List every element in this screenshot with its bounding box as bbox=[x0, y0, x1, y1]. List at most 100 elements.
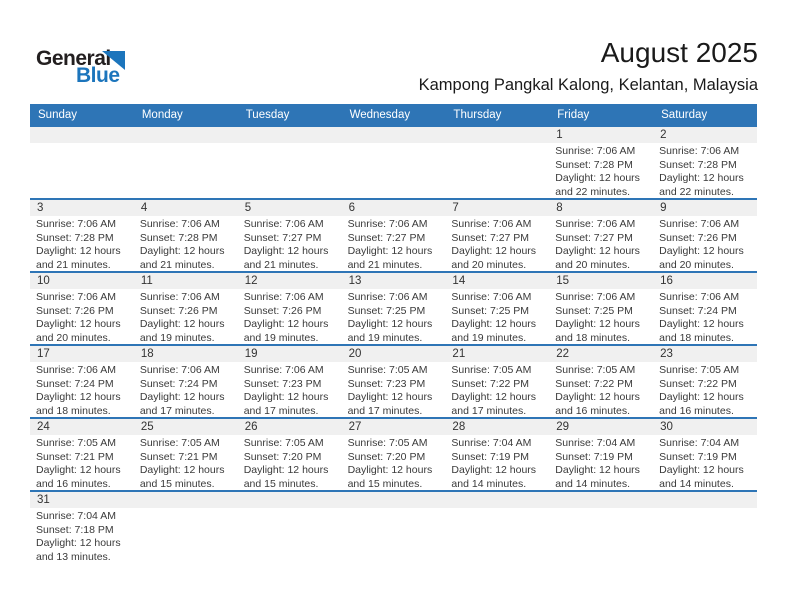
daylight-text-line2: and 20 minutes. bbox=[451, 258, 527, 271]
weekday-header-wednesday: Wednesday bbox=[349, 109, 411, 121]
day-number: 11 bbox=[133, 273, 238, 289]
daylight-text-line2: and 22 minutes. bbox=[555, 185, 630, 198]
day-details: Sunrise: 7:06 AM Sunset: 7:24 PM Daylight:… bbox=[30, 362, 134, 417]
daylight-text-line1: Daylight: 12 hours bbox=[659, 172, 744, 185]
daylight-text-line2: and 21 minutes. bbox=[139, 258, 215, 271]
day-number: 15 bbox=[549, 273, 654, 289]
day-details: Sunrise: 7:06 AM Sunset: 7:25 PM Daylight:… bbox=[342, 289, 446, 344]
sunset-text: Sunset: 7:21 PM bbox=[139, 450, 218, 463]
day-cell-empty bbox=[30, 127, 134, 198]
day-number: 9 bbox=[653, 200, 757, 216]
day-number: 16 bbox=[653, 273, 757, 289]
daylight-text-line1: Daylight: 12 hours bbox=[451, 464, 537, 477]
day-details: Sunrise: 7:06 AM Sunset: 7:28 PM Daylight:… bbox=[134, 216, 238, 271]
daylight-text-line1: Daylight: 12 hours bbox=[555, 245, 640, 258]
sunset-text: Sunset: 7:19 PM bbox=[451, 450, 530, 463]
sunrise-text: Sunrise: 7:06 AM bbox=[347, 218, 428, 230]
day-details: Sunrise: 7:04 AM Sunset: 7:19 PM Daylight:… bbox=[653, 435, 757, 490]
day-cell-23: 23 Sunrise: 7:05 AM Sunset: 7:22 PM Dayligh… bbox=[653, 346, 757, 417]
calendar: Sunday Monday Tuesday Wednesday Thursday Frid… bbox=[30, 104, 757, 565]
day-details: Sunrise: 7:04 AM Sunset: 7:19 PM Daylight:… bbox=[549, 435, 653, 490]
sunrise-text: Sunrise: 7:06 AM bbox=[451, 218, 532, 230]
sunrise-text: Sunrise: 7:06 AM bbox=[555, 291, 636, 303]
day-cell-20: 20 Sunrise: 7:05 AM Sunset: 7:23 PM Dayligh… bbox=[341, 346, 446, 417]
day-details: Sunrise: 7:05 AM Sunset: 7:20 PM Daylight:… bbox=[238, 435, 342, 490]
sunset-text: Sunset: 7:25 PM bbox=[451, 304, 530, 317]
day-band-empty bbox=[445, 492, 550, 508]
sunset-text: Sunset: 7:22 PM bbox=[659, 377, 737, 390]
sunrise-text: Sunrise: 7:05 AM bbox=[36, 437, 116, 449]
day-cell-26: 26 Sunrise: 7:05 AM Sunset: 7:20 PM Dayligh… bbox=[237, 419, 342, 490]
calendar-week-row: 10 Sunrise: 7:06 AM Sunset: 7:26 PM Dayligh… bbox=[30, 273, 757, 346]
daylight-text-line2: and 19 minutes. bbox=[243, 331, 319, 344]
day-details: Sunrise: 7:05 AM Sunset: 7:21 PM Daylight:… bbox=[30, 435, 134, 490]
daylight-text-line1: Daylight: 12 hours bbox=[347, 391, 433, 404]
calendar-week-row: 3 Sunrise: 7:06 AM Sunset: 7:28 PM Daylight… bbox=[30, 200, 757, 273]
daylight-text-line2: and 21 minutes. bbox=[347, 258, 423, 271]
sunset-text: Sunset: 7:26 PM bbox=[243, 304, 322, 317]
daylight-text-line2: and 13 minutes. bbox=[36, 550, 111, 563]
daylight-text-line2: and 18 minutes. bbox=[36, 404, 111, 417]
sunrise-text: Sunrise: 7:05 AM bbox=[659, 364, 740, 376]
day-details: Sunrise: 7:06 AM Sunset: 7:27 PM Daylight:… bbox=[549, 216, 653, 271]
day-cell-13: 13 Sunrise: 7:06 AM Sunset: 7:25 PM Dayligh… bbox=[341, 273, 446, 344]
day-number: 30 bbox=[653, 419, 757, 435]
day-number: 17 bbox=[30, 346, 134, 362]
sunrise-text: Sunrise: 7:05 AM bbox=[139, 437, 220, 449]
day-band-empty bbox=[237, 492, 342, 508]
day-details: Sunrise: 7:05 AM Sunset: 7:22 PM Daylight:… bbox=[549, 362, 653, 417]
daylight-text-line1: Daylight: 12 hours bbox=[451, 391, 537, 404]
day-number: 10 bbox=[30, 273, 134, 289]
day-number: 31 bbox=[30, 492, 134, 508]
daylight-text-line2: and 16 minutes. bbox=[36, 477, 111, 490]
daylight-text-line2: and 14 minutes. bbox=[555, 477, 630, 490]
daylight-text-line1: Daylight: 12 hours bbox=[243, 391, 329, 404]
daylight-text-line2: and 20 minutes. bbox=[36, 331, 111, 344]
day-cell-15: 15 Sunrise: 7:06 AM Sunset: 7:25 PM Dayligh… bbox=[549, 273, 654, 344]
day-details: Sunrise: 7:06 AM Sunset: 7:24 PM Daylight:… bbox=[653, 289, 757, 344]
calendar-week-row: 24 Sunrise: 7:05 AM Sunset: 7:21 PM Dayligh… bbox=[30, 419, 757, 492]
day-cell-empty bbox=[133, 127, 238, 198]
sunset-text: Sunset: 7:23 PM bbox=[243, 377, 322, 390]
daylight-text-line2: and 21 minutes. bbox=[243, 258, 319, 271]
day-cell-31: 31 Sunrise: 7:04 AM Sunset: 7:18 PM Dayligh… bbox=[30, 492, 134, 565]
day-cell-7: 7 Sunrise: 7:06 AM Sunset: 7:27 PM Daylight… bbox=[445, 200, 550, 271]
day-cell-8: 8 Sunrise: 7:06 AM Sunset: 7:27 PM Daylight… bbox=[549, 200, 654, 271]
daylight-text-line1: Daylight: 12 hours bbox=[555, 464, 640, 477]
day-number: 5 bbox=[237, 200, 342, 216]
day-number: 13 bbox=[341, 273, 446, 289]
day-details: Sunrise: 7:06 AM Sunset: 7:27 PM Daylight:… bbox=[238, 216, 342, 271]
calendar-week-row: 17 Sunrise: 7:06 AM Sunset: 7:24 PM Dayligh… bbox=[30, 346, 757, 419]
sunset-text: Sunset: 7:26 PM bbox=[659, 231, 737, 244]
sunset-text: Sunset: 7:28 PM bbox=[555, 158, 633, 171]
daylight-text-line2: and 20 minutes. bbox=[659, 258, 734, 271]
sunset-text: Sunset: 7:25 PM bbox=[347, 304, 426, 317]
sunrise-text: Sunrise: 7:06 AM bbox=[659, 218, 740, 230]
day-cell-25: 25 Sunrise: 7:05 AM Sunset: 7:21 PM Dayligh… bbox=[133, 419, 238, 490]
sunset-text: Sunset: 7:28 PM bbox=[139, 231, 218, 244]
daylight-text-line1: Daylight: 12 hours bbox=[347, 318, 433, 331]
sunrise-text: Sunrise: 7:06 AM bbox=[451, 291, 532, 303]
daylight-text-line2: and 17 minutes. bbox=[243, 404, 319, 417]
sunrise-text: Sunrise: 7:05 AM bbox=[555, 364, 636, 376]
day-cell-9: 9 Sunrise: 7:06 AM Sunset: 7:26 PM Daylight… bbox=[653, 200, 757, 271]
sunset-text: Sunset: 7:26 PM bbox=[139, 304, 218, 317]
day-cell-empty bbox=[653, 492, 757, 565]
day-details: Sunrise: 7:06 AM Sunset: 7:26 PM Daylight:… bbox=[134, 289, 238, 344]
weekday-header-tuesday: Tuesday bbox=[245, 109, 290, 121]
day-cell-empty bbox=[237, 127, 342, 198]
daylight-text-line1: Daylight: 12 hours bbox=[243, 464, 329, 477]
sunset-text: Sunset: 7:22 PM bbox=[555, 377, 633, 390]
day-cell-14: 14 Sunrise: 7:06 AM Sunset: 7:25 PM Dayligh… bbox=[445, 273, 550, 344]
daylight-text-line2: and 18 minutes. bbox=[555, 331, 630, 344]
daylight-text-line2: and 18 minutes. bbox=[659, 331, 734, 344]
day-number: 29 bbox=[549, 419, 654, 435]
day-number: 19 bbox=[237, 346, 342, 362]
sunrise-text: Sunrise: 7:05 AM bbox=[347, 437, 428, 449]
daylight-text-line2: and 17 minutes. bbox=[451, 404, 527, 417]
sunset-text: Sunset: 7:22 PM bbox=[451, 377, 530, 390]
day-cell-empty bbox=[445, 127, 550, 198]
daylight-text-line1: Daylight: 12 hours bbox=[36, 318, 121, 331]
day-number: 21 bbox=[445, 346, 550, 362]
day-band-empty bbox=[133, 127, 238, 143]
